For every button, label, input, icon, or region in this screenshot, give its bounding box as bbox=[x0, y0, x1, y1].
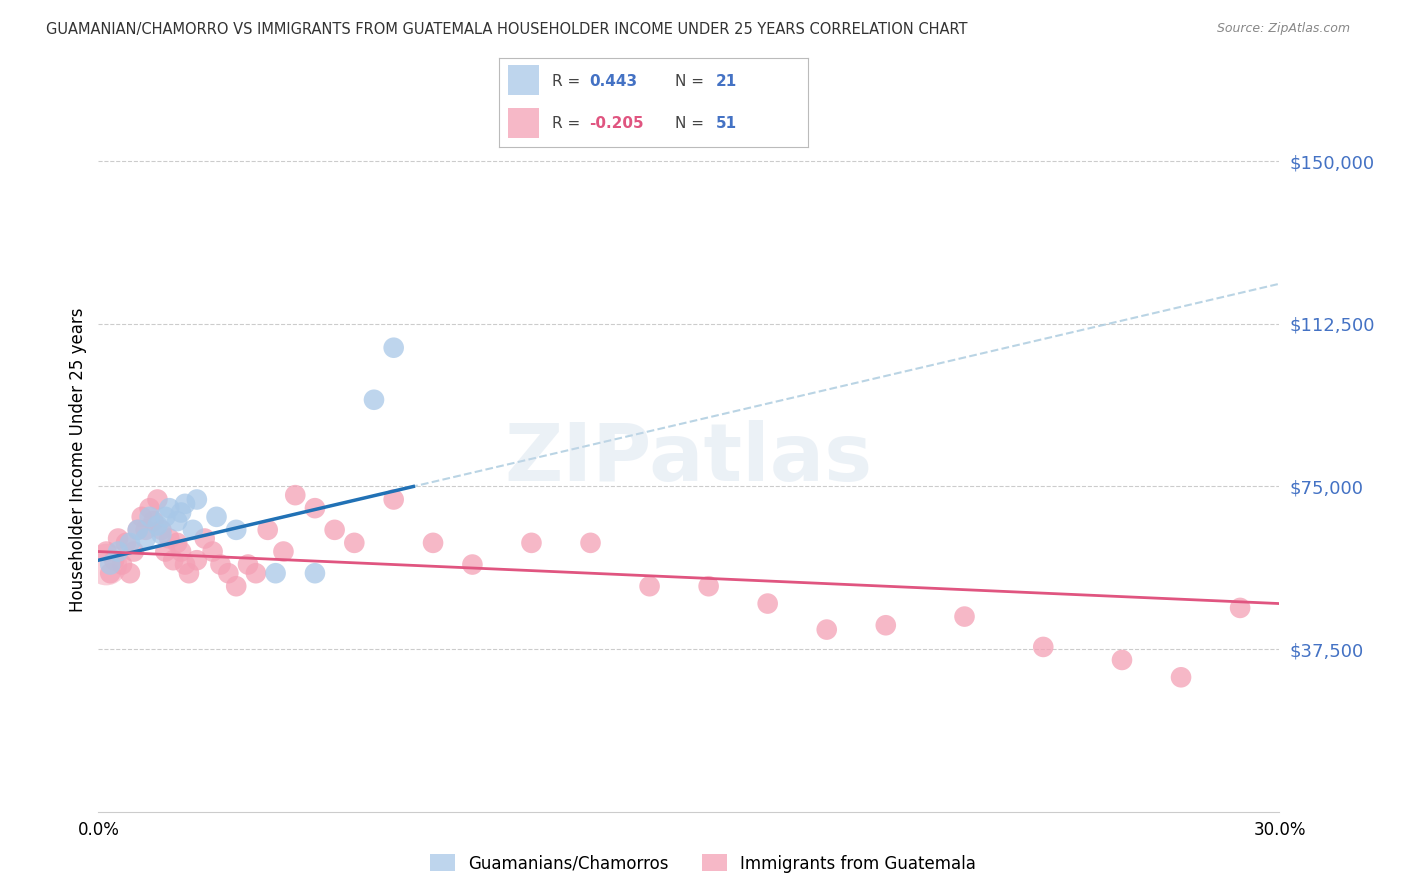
FancyBboxPatch shape bbox=[509, 108, 540, 138]
Point bbox=[201, 544, 224, 558]
Text: N =: N = bbox=[675, 116, 704, 130]
Text: R =: R = bbox=[551, 116, 579, 130]
Point bbox=[107, 532, 129, 546]
Point bbox=[177, 566, 200, 581]
Point bbox=[135, 523, 157, 537]
Point bbox=[343, 536, 366, 550]
Y-axis label: Householder Income Under 25 years: Householder Income Under 25 years bbox=[69, 307, 87, 612]
Point bbox=[118, 536, 141, 550]
FancyBboxPatch shape bbox=[509, 65, 540, 95]
Point bbox=[284, 488, 307, 502]
Point bbox=[131, 509, 153, 524]
Point bbox=[194, 532, 217, 546]
Point bbox=[127, 523, 149, 537]
Point bbox=[217, 566, 239, 581]
Point bbox=[166, 536, 188, 550]
Text: -0.205: -0.205 bbox=[589, 116, 644, 130]
Text: 0.443: 0.443 bbox=[589, 74, 637, 88]
Point bbox=[98, 566, 121, 581]
Point bbox=[756, 597, 779, 611]
Point bbox=[186, 492, 208, 507]
Point bbox=[953, 609, 976, 624]
Text: ZIPatlas: ZIPatlas bbox=[505, 420, 873, 499]
Legend: Guamanians/Chamorros, Immigrants from Guatemala: Guamanians/Chamorros, Immigrants from Gu… bbox=[423, 847, 983, 880]
Point bbox=[875, 618, 897, 632]
Point bbox=[225, 579, 247, 593]
Point bbox=[697, 579, 720, 593]
Point bbox=[138, 509, 160, 524]
Point bbox=[138, 501, 160, 516]
Point bbox=[181, 523, 204, 537]
Point bbox=[304, 501, 326, 516]
Text: N =: N = bbox=[675, 74, 704, 88]
Point bbox=[157, 532, 180, 546]
Point bbox=[186, 553, 208, 567]
Point bbox=[166, 514, 188, 528]
Point bbox=[174, 497, 197, 511]
Point bbox=[150, 527, 173, 541]
Point bbox=[162, 553, 184, 567]
Point bbox=[103, 553, 125, 567]
Point bbox=[382, 492, 405, 507]
Point bbox=[96, 544, 118, 558]
Point bbox=[146, 518, 169, 533]
Point bbox=[127, 523, 149, 537]
Point bbox=[304, 566, 326, 581]
Point bbox=[579, 536, 602, 550]
Point bbox=[382, 341, 405, 355]
Point bbox=[1111, 653, 1133, 667]
Text: R =: R = bbox=[551, 74, 579, 88]
Point bbox=[1032, 640, 1054, 654]
Point bbox=[323, 523, 346, 537]
Text: 51: 51 bbox=[716, 116, 737, 130]
Point bbox=[815, 623, 838, 637]
Point bbox=[422, 536, 444, 550]
Point bbox=[245, 566, 267, 581]
Text: 21: 21 bbox=[716, 74, 737, 88]
Point bbox=[170, 544, 193, 558]
Point bbox=[155, 509, 177, 524]
Point bbox=[155, 544, 177, 558]
Point bbox=[1229, 601, 1251, 615]
Point bbox=[170, 506, 193, 520]
Point bbox=[638, 579, 661, 593]
Point bbox=[1170, 670, 1192, 684]
Point bbox=[142, 514, 165, 528]
Text: GUAMANIAN/CHAMORRO VS IMMIGRANTS FROM GUATEMALA HOUSEHOLDER INCOME UNDER 25 YEAR: GUAMANIAN/CHAMORRO VS IMMIGRANTS FROM GU… bbox=[46, 22, 967, 37]
Point bbox=[174, 558, 197, 572]
Point bbox=[205, 509, 228, 524]
Point bbox=[157, 501, 180, 516]
Point bbox=[273, 544, 295, 558]
Point bbox=[363, 392, 385, 407]
Point bbox=[107, 544, 129, 558]
Point bbox=[118, 566, 141, 581]
Point bbox=[236, 558, 259, 572]
Point bbox=[115, 536, 138, 550]
Point bbox=[520, 536, 543, 550]
Point bbox=[150, 523, 173, 537]
Point bbox=[461, 558, 484, 572]
Point bbox=[122, 544, 145, 558]
Point bbox=[146, 492, 169, 507]
Point bbox=[111, 558, 134, 572]
Point bbox=[264, 566, 287, 581]
Point bbox=[209, 558, 232, 572]
Point bbox=[225, 523, 247, 537]
Point bbox=[98, 558, 121, 572]
Point bbox=[256, 523, 278, 537]
Point bbox=[135, 532, 157, 546]
Text: Source: ZipAtlas.com: Source: ZipAtlas.com bbox=[1216, 22, 1350, 36]
Point bbox=[96, 558, 118, 572]
